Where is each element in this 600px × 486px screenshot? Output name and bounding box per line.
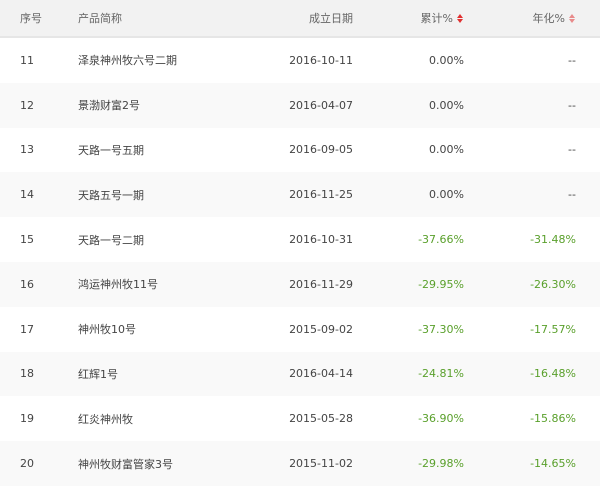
cell-name[interactable]: 鸿运神州牧11号 [78, 278, 158, 292]
table-body: 11 泽泉神州牧六号二期 2016-10-11 0.00% -- 12 景渤财富2号 2016… [0, 38, 600, 486]
cell-cumulative: -29.95% [418, 277, 464, 291]
cell-name[interactable]: 红辉1号 [78, 367, 118, 381]
cell-annualized: -14.65% [530, 457, 576, 471]
table-row[interactable]: 12 景渤财富2号 2016-04-07 0.00% -- [0, 82, 600, 128]
table-row[interactable]: 11 泽泉神州牧六号二期 2016-10-11 0.00% -- [0, 38, 600, 83]
cell-index: 17 [20, 322, 34, 336]
cell-index: 12 [20, 98, 34, 112]
cell-date: 2016-11-25 [289, 188, 353, 202]
table-row[interactable]: 17 神州牧10号 2015-09-02 -37.30% -17.57% [0, 307, 600, 352]
cell-date: 2015-05-28 [289, 412, 353, 426]
cell-annualized: -- [568, 53, 576, 67]
cell-cumulative: -29.98% [418, 457, 464, 471]
cell-annualized: -- [568, 98, 576, 112]
cell-index: 19 [20, 412, 34, 426]
table-row[interactable]: 18 红辉1号 2016-04-14 -24.81% -16.48% [0, 351, 600, 397]
cell-index: 11 [20, 53, 34, 67]
cell-date: 2016-11-29 [289, 277, 353, 291]
cell-name[interactable]: 天路五号一期 [78, 188, 144, 202]
cell-name[interactable]: 神州牧10号 [78, 323, 136, 337]
cell-annualized: -16.48% [530, 367, 576, 381]
cell-index: 15 [20, 233, 34, 247]
cell-date: 2015-09-02 [289, 322, 353, 336]
table-row[interactable]: 19 红炎神州牧 2015-05-28 -36.90% -15.86% [0, 396, 600, 441]
cell-date: 2016-09-05 [289, 143, 353, 157]
cell-name[interactable]: 天路一号五期 [78, 143, 144, 157]
cell-index: 13 [20, 143, 34, 157]
header-annualized-label: 年化% [532, 12, 565, 25]
header-name: 产品简称 [78, 12, 122, 25]
header-cumulative-label: 累计% [420, 12, 453, 25]
cell-date: 2016-04-14 [289, 367, 353, 381]
cell-cumulative: -37.66% [418, 233, 464, 247]
header-date: 成立日期 [309, 12, 353, 25]
cell-cumulative: 0.00% [429, 188, 464, 202]
cell-date: 2016-10-31 [289, 233, 353, 247]
cell-cumulative: -24.81% [418, 367, 464, 381]
cell-cumulative: 0.00% [429, 53, 464, 67]
cell-cumulative: -37.30% [418, 322, 464, 336]
cell-annualized: -- [568, 188, 576, 202]
cell-cumulative: 0.00% [429, 143, 464, 157]
cell-cumulative: 0.00% [429, 98, 464, 112]
cell-annualized: -17.57% [530, 322, 576, 336]
table-row[interactable]: 15 天路一号二期 2016-10-31 -37.66% -31.48% [0, 217, 600, 262]
header-cumulative[interactable]: 累计% [353, 10, 464, 26]
sort-icon[interactable] [456, 14, 464, 24]
cell-index: 16 [20, 277, 34, 291]
table-header: 序号 产品简称 成立日期 累计% 年化% [0, 0, 600, 38]
table-row[interactable]: 14 天路五号一期 2016-11-25 0.00% -- [0, 172, 600, 218]
cell-annualized: -- [568, 143, 576, 157]
cell-name[interactable]: 泽泉神州牧六号二期 [78, 54, 177, 68]
header-annualized[interactable]: 年化% [464, 10, 576, 26]
cell-index: 14 [20, 188, 34, 202]
cell-index: 18 [20, 367, 34, 381]
cell-date: 2016-04-07 [289, 98, 353, 112]
cell-name[interactable]: 红炎神州牧 [78, 412, 133, 426]
table-row[interactable]: 20 神州牧财富管家3号 2015-11-02 -29.98% -14.65% [0, 441, 600, 486]
table-row[interactable]: 13 天路一号五期 2016-09-05 0.00% -- [0, 128, 600, 173]
cell-annualized: -26.30% [530, 277, 576, 291]
cell-date: 2015-11-02 [289, 457, 353, 471]
header-index: 序号 [20, 12, 42, 25]
cell-name[interactable]: 神州牧财富管家3号 [78, 457, 173, 471]
sort-icon[interactable] [568, 14, 576, 24]
cell-annualized: -31.48% [530, 233, 576, 247]
cell-name[interactable]: 景渤财富2号 [78, 99, 140, 113]
cell-cumulative: -36.90% [418, 412, 464, 426]
cell-annualized: -15.86% [530, 412, 576, 426]
cell-date: 2016-10-11 [289, 53, 353, 67]
table-row[interactable]: 16 鸿运神州牧11号 2016-11-29 -29.95% -26.30% [0, 261, 600, 307]
cell-index: 20 [20, 457, 34, 471]
cell-name[interactable]: 天路一号二期 [78, 233, 144, 247]
